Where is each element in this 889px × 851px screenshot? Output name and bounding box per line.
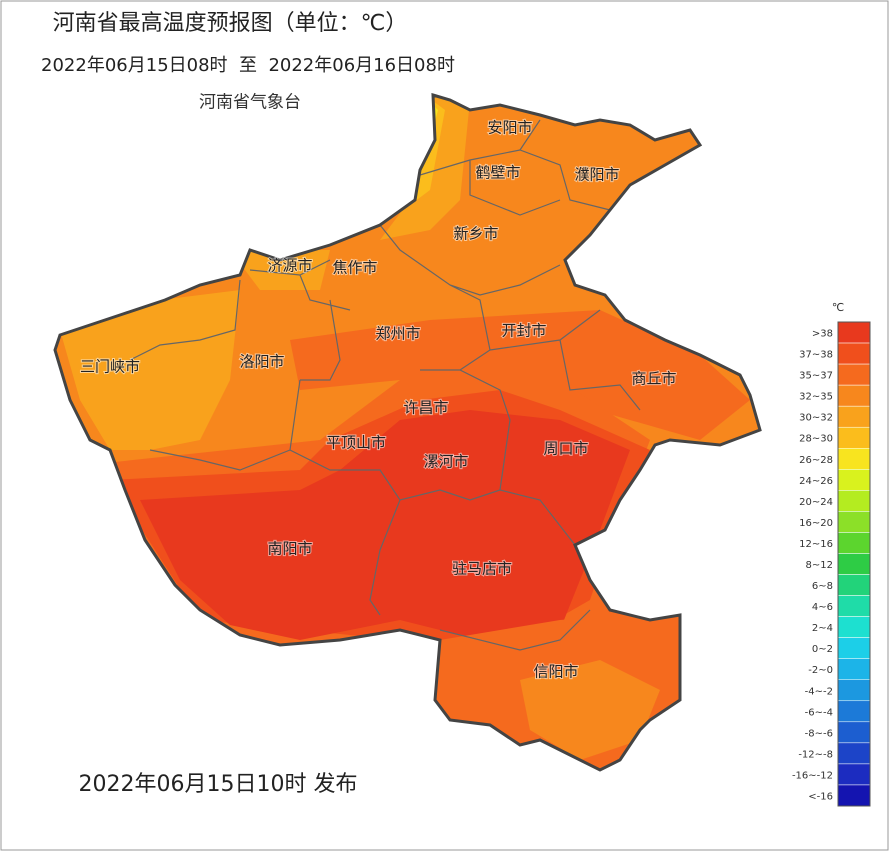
legend-swatch [837, 658, 871, 680]
legend-swatch [837, 679, 871, 702]
legend-label: -12~-8 [798, 749, 833, 760]
city-label: 南阳市 [267, 540, 312, 558]
temperature-field [55, 95, 760, 770]
legend-swatch [837, 490, 871, 512]
city-label: 漯河市 [423, 453, 468, 471]
legend-label: 12~16 [799, 539, 833, 550]
legend-label: -6~-4 [805, 707, 833, 718]
legend-swatch [837, 532, 871, 554]
city-label: 鹤壁市 [475, 164, 520, 182]
legend-swatch [837, 637, 871, 659]
legend-swatch [837, 616, 871, 638]
legend-label: 26~28 [799, 455, 833, 466]
legend-swatch [837, 426, 871, 449]
temperature-zone [140, 410, 630, 640]
legend-swatch [837, 321, 871, 344]
legend-swatch [837, 784, 871, 807]
legend-swatch [837, 742, 871, 765]
city-label: 三门峡市 [80, 358, 140, 376]
legend-label: 35~37 [799, 371, 833, 382]
legend-label: 37~38 [799, 350, 833, 361]
legend-swatch [837, 763, 871, 786]
legend-label: <-16 [808, 791, 833, 802]
legend-label: 28~30 [799, 434, 833, 445]
temperature-zone [230, 250, 330, 290]
published: 2022年06月15日10时 发布 [79, 772, 358, 797]
legend-label: 2~4 [812, 623, 833, 634]
city-borders [129, 119, 641, 651]
legend-label: -16~-12 [792, 770, 833, 781]
temperature-zone [520, 660, 660, 760]
legend: >38 37~38 35~37 32~35 30~32 28~30 26~28 24~26 20… [792, 321, 871, 807]
city-label: 郑州市 [375, 325, 420, 343]
city-label: 开封市 [501, 322, 546, 340]
city-label: 商丘市 [631, 370, 676, 388]
legend-swatch [837, 384, 871, 407]
city-label: 驻马店市 [452, 560, 512, 578]
city-label: 洛阳市 [239, 353, 284, 371]
legend-swatch [837, 553, 871, 575]
legend-label: 16~20 [799, 518, 833, 529]
legend-label: 0~2 [812, 644, 833, 655]
legend-swatch [837, 469, 871, 491]
city-label: 焦作市 [332, 259, 377, 277]
city-label: 濮阳市 [574, 166, 619, 184]
legend-label: 6~8 [812, 581, 833, 592]
temperature-zone [290, 310, 750, 440]
legend-label: 20~24 [799, 497, 833, 508]
legend-label: 24~26 [799, 476, 833, 487]
city-label: 安阳市 [487, 119, 532, 137]
title: 河南省最高温度预报图（单位：℃） [53, 11, 408, 36]
legend-label: 30~32 [799, 413, 833, 424]
legend-label: 32~35 [799, 392, 833, 403]
legend-swatch [837, 342, 871, 365]
legend-label: 8~12 [806, 560, 833, 571]
legend-label: -8~-6 [805, 728, 833, 739]
legend-label: 4~6 [812, 602, 833, 613]
legend-swatch [837, 721, 871, 744]
legend-unit: ℃ [832, 301, 844, 314]
city-label: 平顶山市 [326, 434, 386, 452]
legend-swatch [837, 363, 871, 386]
city-label: 信阳市 [533, 663, 578, 681]
legend-swatch [837, 574, 871, 596]
period: 2022年06月15日08时 至 2022年06月16日08时 [41, 55, 455, 76]
city-label: 济源市 [267, 257, 312, 275]
legend-swatch [837, 700, 871, 723]
temperature-zone [60, 290, 240, 450]
province-outline [53, 92, 762, 772]
legend-swatch [837, 448, 871, 470]
legend-swatch [837, 511, 871, 533]
city-label: 许昌市 [403, 399, 448, 417]
city-label: 新乡市 [453, 225, 498, 243]
legend-label: >38 [812, 329, 833, 340]
issuer: 河南省气象台 [199, 93, 301, 113]
legend-border [837, 321, 871, 807]
legend-label: -2~0 [808, 665, 833, 676]
legend-swatch [837, 595, 871, 617]
legend-swatch [837, 405, 871, 428]
city-label: 周口市 [543, 440, 588, 458]
legend-label: -4~-2 [805, 686, 833, 697]
